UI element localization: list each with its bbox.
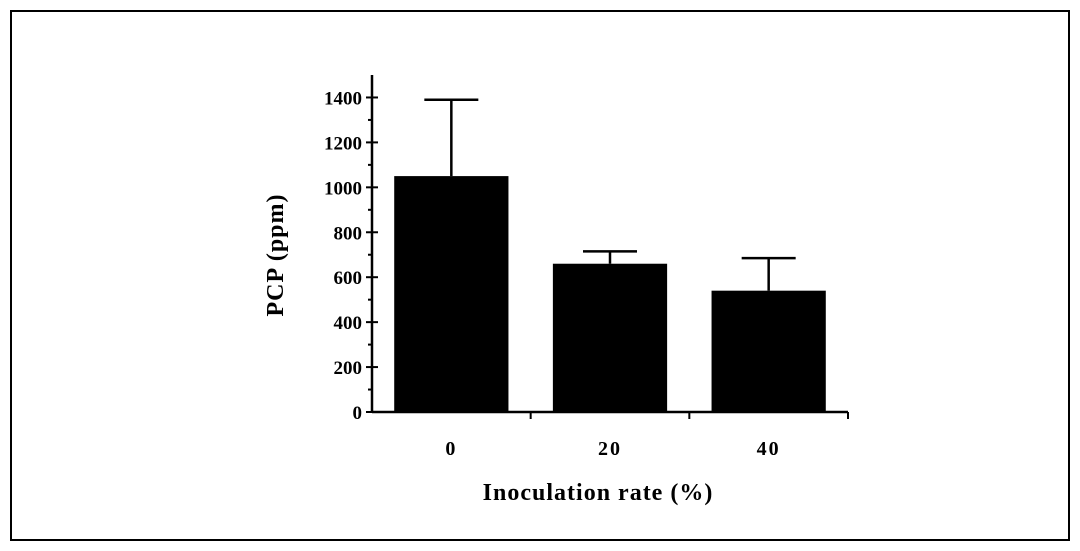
y-ticks: 0 200 400 600 800 1000 1200 1400 bbox=[324, 88, 378, 424]
x-axis-title: Inoculation rate (%) bbox=[483, 480, 714, 506]
y-tick-label: 1000 bbox=[324, 178, 362, 199]
bar bbox=[552, 263, 668, 412]
chart-bars bbox=[394, 176, 826, 412]
x-tick-label: 0 bbox=[445, 438, 457, 460]
y-axis-title: PCP (ppm) bbox=[263, 194, 289, 317]
x-tick-label: 40 bbox=[757, 438, 781, 460]
x-ticks: 0 20 40 bbox=[445, 412, 849, 460]
figure-frame bbox=[10, 10, 1070, 541]
y-tick-label: 800 bbox=[334, 223, 363, 244]
y-tick-label: 1400 bbox=[324, 88, 362, 109]
y-tick-label: 1200 bbox=[324, 133, 362, 154]
y-tick-label: 0 bbox=[353, 403, 363, 424]
y-tick-label: 200 bbox=[334, 358, 363, 379]
y-tick-label: 600 bbox=[334, 268, 363, 289]
bar bbox=[394, 176, 509, 412]
bar bbox=[711, 290, 826, 412]
y-tick-label: 400 bbox=[334, 313, 363, 334]
x-tick-label: 20 bbox=[598, 438, 622, 460]
chart-error-bars bbox=[424, 98, 796, 291]
